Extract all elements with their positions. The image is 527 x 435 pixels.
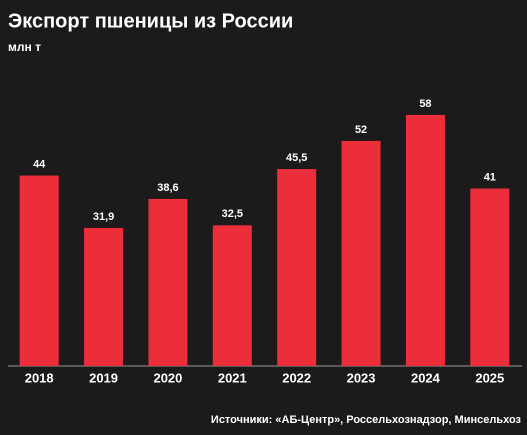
x-tick-label: 2024 bbox=[411, 370, 441, 385]
value-label: 38,6 bbox=[157, 182, 178, 194]
bar bbox=[470, 188, 510, 366]
value-label: 58 bbox=[419, 98, 431, 110]
source-note: Источники: «АБ-Центр», Россельхознадзор,… bbox=[211, 414, 522, 426]
value-label: 45,5 bbox=[286, 152, 307, 164]
bar bbox=[405, 114, 445, 366]
value-label: 41 bbox=[484, 171, 496, 183]
x-tick-label: 2018 bbox=[25, 370, 54, 385]
bar bbox=[84, 227, 124, 366]
value-label: 52 bbox=[355, 124, 367, 136]
bar bbox=[212, 225, 252, 366]
x-tick-label: 2019 bbox=[89, 370, 118, 385]
x-tick-label: 2023 bbox=[347, 370, 376, 385]
chart-title: Экспорт пшеницы из России bbox=[8, 10, 293, 32]
x-tick-label: 2022 bbox=[282, 370, 311, 385]
bar bbox=[341, 140, 381, 366]
x-tick-label: 2020 bbox=[153, 370, 182, 385]
bar bbox=[148, 198, 188, 366]
value-label: 32,5 bbox=[222, 208, 243, 220]
value-label: 44 bbox=[33, 158, 46, 170]
x-tick-label: 2021 bbox=[218, 370, 247, 385]
bar bbox=[277, 169, 317, 366]
bar bbox=[19, 175, 59, 366]
x-tick-label: 2025 bbox=[475, 370, 504, 385]
value-label: 31,9 bbox=[93, 211, 114, 223]
chart-subtitle: млн т bbox=[8, 40, 41, 54]
